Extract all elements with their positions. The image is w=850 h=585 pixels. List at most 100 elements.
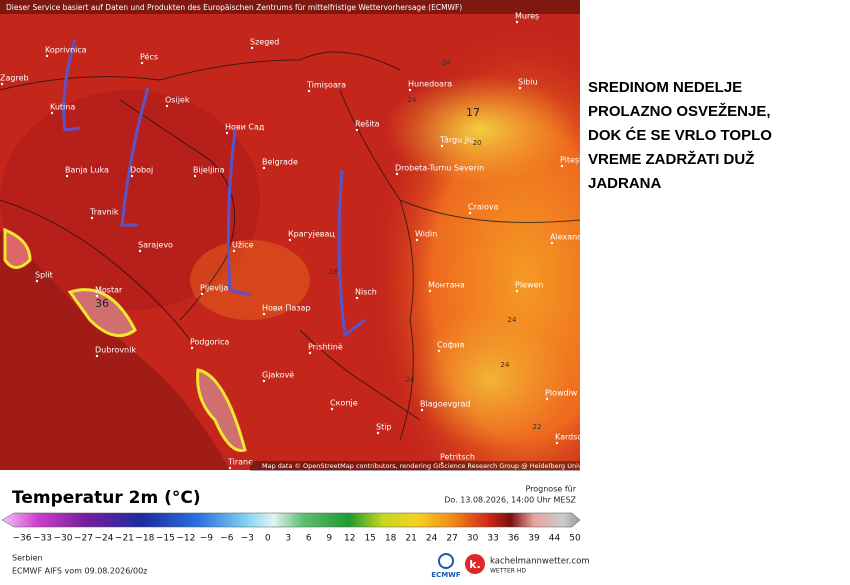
city-dot — [515, 289, 519, 293]
city-dot — [190, 346, 194, 350]
warm-patch — [190, 240, 310, 320]
city-dot — [35, 279, 39, 283]
city-label: Osijek — [165, 96, 190, 105]
city-dot — [0, 82, 4, 86]
city-dot — [138, 249, 142, 253]
city-dot — [250, 46, 254, 50]
city-dot — [468, 211, 472, 215]
legend-title: Temperatur 2m (°C) — [12, 488, 201, 508]
legend-label: 21 — [405, 534, 416, 544]
city-dot — [288, 238, 292, 242]
city-label: Podgorica — [190, 338, 229, 347]
forecast-time: Do. 13.08.2026, 14:00 Uhr MESZ — [444, 496, 576, 505]
legend-label: −36 — [13, 534, 32, 544]
city-label: Dubrovnik — [95, 346, 136, 355]
legend-label: −33 — [33, 534, 52, 544]
city-dot — [307, 89, 311, 93]
city-dot — [555, 441, 559, 445]
legend: Temperatur 2m (°C) Prognose für Do. 13.0… — [1, 485, 581, 544]
city-label: Szeged — [250, 38, 279, 47]
legend-label: 12 — [344, 534, 355, 544]
city-dot — [376, 431, 380, 435]
city-dot — [408, 88, 412, 92]
city-dot — [560, 164, 564, 168]
value-label: 24 — [501, 361, 510, 369]
region: Serbien — [12, 554, 43, 563]
city-dot — [428, 289, 432, 293]
city-label: Târgu Jiu — [439, 136, 474, 145]
legend-label: 6 — [306, 534, 312, 544]
city-label: Plewen — [515, 281, 544, 290]
city-dot — [140, 61, 144, 65]
cool-region — [385, 75, 575, 185]
city-label: Blagoevgrad — [420, 400, 471, 409]
city-label: Скопје — [330, 399, 358, 408]
city-label: Craiova — [468, 203, 499, 212]
city-dot — [545, 397, 549, 401]
value-label: 36 — [95, 297, 109, 310]
city-dot — [95, 294, 99, 298]
map: Dieser Service basiert auf Daten und Pro… — [0, 0, 600, 471]
forecast-label: Prognose für — [525, 485, 576, 494]
attribution-band — [250, 461, 580, 471]
credit: Dieser Service basiert auf Daten und Pro… — [6, 3, 462, 12]
legend-label: 9 — [326, 534, 332, 544]
city-dot — [45, 54, 49, 58]
legend-label: 50 — [569, 534, 581, 544]
coast-region — [0, 230, 230, 470]
legend-label: −24 — [94, 534, 113, 544]
city-label: Banja Luka — [65, 166, 109, 175]
legend-label: 3 — [285, 534, 291, 544]
city-label: Нови Сад — [225, 123, 265, 132]
city-label: Sarajevo — [138, 241, 173, 250]
city-dot — [65, 174, 69, 178]
city-dot — [90, 216, 94, 220]
legend-label: 24 — [426, 534, 438, 544]
value-label: 24 — [442, 59, 451, 67]
city-dot — [232, 249, 236, 253]
city-label: Widin — [415, 230, 437, 239]
city-label: Sibiu — [518, 78, 538, 87]
city-label: Travnik — [89, 208, 119, 217]
city-label: Koprivnica — [45, 46, 87, 55]
credit-band — [0, 0, 580, 14]
city-label: Petritsch — [440, 453, 475, 462]
legend-label: 36 — [508, 534, 520, 544]
brand: kachelmannwetter.com — [490, 557, 590, 567]
city-dot — [95, 354, 99, 358]
footer: Serbien ECMWF AIFS vom 09.08.2026/00z EC… — [12, 553, 590, 579]
city-dot — [228, 466, 232, 470]
city-label: Nisch — [355, 288, 377, 297]
city-dot — [515, 20, 519, 24]
city-label: Pécs — [140, 52, 158, 62]
city-dot — [262, 166, 266, 170]
hot-contour — [3, 227, 32, 269]
legend-label: −3 — [241, 534, 254, 544]
city-label: Монтана — [428, 281, 465, 290]
city-dot — [550, 241, 554, 245]
brand-icon — [465, 554, 485, 574]
city-dot — [262, 379, 266, 383]
city-label: Doboj — [130, 166, 153, 175]
borders — [0, 51, 581, 441]
city-dot — [165, 104, 169, 108]
headline-line: VREME ZADRŽATI DUŽ — [588, 150, 754, 168]
value-labels: 36 17 24 20 24 28 24 26 24 22 — [95, 59, 541, 431]
attribution: Map data © OpenStreetMap contributors, r… — [262, 462, 600, 470]
city-label: Tirane — [227, 458, 253, 467]
city-label: Zagreb — [0, 74, 29, 83]
color-bar — [1, 512, 581, 528]
city-label: Kardsc — [555, 433, 582, 442]
headline: SREDINOM NEDELJE PROLAZNO OSVEŽENJE, DOK Ć… — [588, 79, 772, 192]
city-dot — [395, 172, 399, 176]
ecmwf-icon — [438, 553, 454, 569]
cool-region — [410, 310, 570, 450]
city-label: Prishtinë — [308, 343, 343, 352]
city-dot — [200, 292, 204, 296]
legend-label: 0 — [265, 534, 271, 544]
city-label: Belgrade — [262, 158, 298, 167]
city-dot — [308, 351, 312, 355]
legend-label: −27 — [74, 534, 93, 544]
headline-line: DOK ĆE SE VRLO TOPLO — [588, 126, 772, 144]
city-dot — [355, 296, 359, 300]
